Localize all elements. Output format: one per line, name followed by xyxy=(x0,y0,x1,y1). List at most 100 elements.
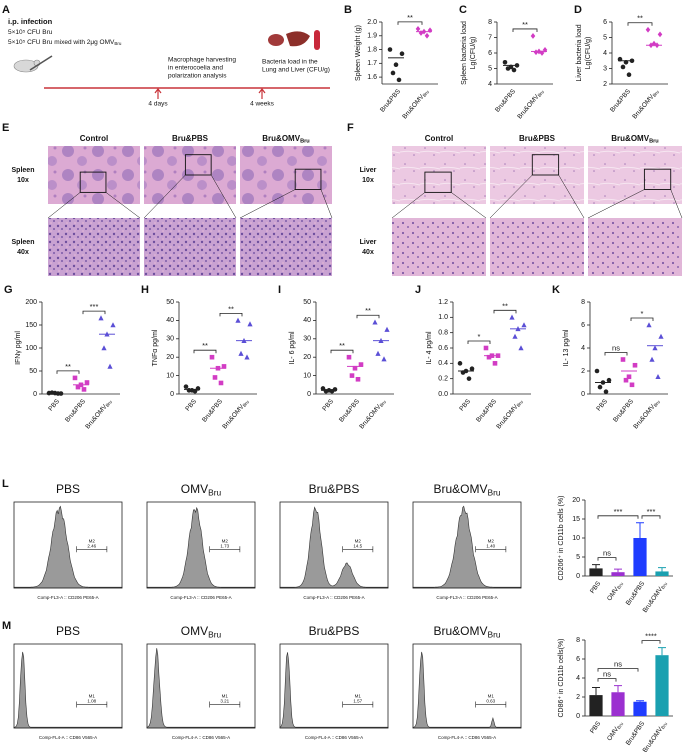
x-tick-label: Bru&OMVBru xyxy=(631,88,660,121)
x-tick-label: Bru&PBS xyxy=(201,397,224,423)
column-title-sub: Bru xyxy=(300,139,310,145)
significance-bracket xyxy=(467,340,491,344)
dot xyxy=(649,356,655,362)
dot xyxy=(98,315,104,321)
dot xyxy=(320,386,326,391)
significance-label: ns xyxy=(614,660,622,669)
x-tick-label-main: Bru&OMV xyxy=(631,93,656,120)
step-text: in enterocoelia and xyxy=(168,65,223,72)
dot xyxy=(375,350,381,356)
dot xyxy=(530,33,536,39)
gate-name: M2 xyxy=(488,538,495,543)
gate-name: M2 xyxy=(89,538,96,543)
panel-letter: E xyxy=(2,122,9,134)
significance-label: ** xyxy=(228,304,234,313)
flow-frame xyxy=(279,501,389,589)
zoom-line xyxy=(143,174,186,219)
flow-title-main: PBS xyxy=(56,624,80,638)
dot xyxy=(483,345,489,351)
dot xyxy=(512,333,518,339)
x-tick-label: Bru&PBS xyxy=(338,397,361,423)
x-tick-label: Bru&OMVBru xyxy=(221,398,250,431)
dot xyxy=(620,357,626,362)
gate xyxy=(342,546,374,553)
y-tick-label: 8 xyxy=(581,299,585,306)
x-tick-label-main: Bru&PBS xyxy=(612,397,635,423)
step-text: polarization analysis xyxy=(168,73,227,80)
flow-title: Bru&PBS xyxy=(309,482,360,496)
timepoint-arrow xyxy=(258,88,266,99)
row-label: 10x xyxy=(362,177,374,184)
x-tick-label-sub: Bru xyxy=(660,581,668,590)
dot xyxy=(107,363,113,369)
y-tick-label: 4 xyxy=(581,345,585,352)
gate xyxy=(475,546,507,553)
significance-bracket xyxy=(493,309,517,314)
significance-bracket xyxy=(641,515,661,519)
gate-name: M2 xyxy=(355,538,362,543)
y-tick-label: 20 xyxy=(166,354,174,361)
zoom-line xyxy=(558,174,585,219)
y-tick-label: 4 xyxy=(488,81,492,88)
bar xyxy=(655,655,669,716)
dot xyxy=(623,377,629,383)
zoom-box xyxy=(643,168,672,190)
row-label: Spleen xyxy=(12,239,35,246)
histogram xyxy=(412,505,522,589)
y-tick-label: 0 xyxy=(170,391,174,398)
significance-label: *** xyxy=(90,302,99,311)
flow-x-label: Comp-FL3-A :: CD206 PE65-A xyxy=(37,595,98,600)
flow-title: Bru&PBS xyxy=(309,624,360,638)
dot xyxy=(323,388,329,394)
flow-title-sub: Bru xyxy=(208,630,221,640)
dot xyxy=(626,374,632,380)
y-tick-label: 1.0 xyxy=(438,314,448,321)
row-label: 40x xyxy=(17,249,29,256)
panel-letter: I xyxy=(278,284,281,296)
x-tick-label: Bru&PBS xyxy=(609,87,632,113)
x-tick-label-main: Bru&PBS xyxy=(609,87,632,113)
flow-frame xyxy=(13,643,123,729)
flow-title: PBS xyxy=(56,624,80,638)
panel-letter: C xyxy=(459,4,467,16)
flow-title-main: Bru&OMV xyxy=(433,624,487,638)
dot xyxy=(492,361,498,366)
y-tick-label: 100 xyxy=(25,345,37,352)
x-tick-label-main: PBS xyxy=(321,397,335,412)
dot xyxy=(183,384,189,389)
x-tick-label-sub: Bru xyxy=(537,89,546,98)
flow-title: Bru&OMVBru xyxy=(433,482,500,498)
x-tick-label-sub: Bru xyxy=(616,721,624,730)
x-tick-label: PBS xyxy=(184,397,198,412)
significance-label: ** xyxy=(522,20,528,29)
y-tick-label: 50 xyxy=(303,299,311,306)
dot xyxy=(358,362,364,367)
x-tick-label-main: Bru&OMV xyxy=(221,403,246,430)
heading: i.p. infection xyxy=(8,17,53,26)
gate xyxy=(475,701,507,708)
panel-letter: J xyxy=(415,284,421,296)
x-tick-label-main: Bru&OMV xyxy=(358,403,383,430)
dot xyxy=(542,47,548,53)
x-tick-label-main: Bru&OMV xyxy=(84,403,109,430)
significance-bracket xyxy=(56,370,80,374)
zoom-line xyxy=(320,189,333,219)
micrograph xyxy=(144,218,236,276)
y-tick-label: 50 xyxy=(29,368,37,375)
group-text: 5×10⁵ CFU Bru xyxy=(8,29,53,36)
dot xyxy=(84,380,90,385)
gate xyxy=(76,546,108,553)
y-axis-label: Liver bacteria load xyxy=(576,24,583,81)
y-axis-label: CD86⁺ in CD11b cells(%) xyxy=(558,638,565,717)
panel-letter: M xyxy=(2,620,11,632)
x-tick-label: Bru&OMVBru xyxy=(495,398,524,431)
significance-label: ** xyxy=(407,13,413,22)
dot xyxy=(349,373,355,378)
dot xyxy=(655,373,661,380)
column-title-sub: Bru xyxy=(649,139,659,145)
flow-x-label: Comp-FL4-A :: CD86 V565-A xyxy=(305,735,363,740)
dot xyxy=(381,356,387,362)
significance-bracket xyxy=(82,310,106,315)
x-tick-label: Bru&OMVBru xyxy=(516,88,545,121)
y-tick-label: 3 xyxy=(603,65,607,72)
